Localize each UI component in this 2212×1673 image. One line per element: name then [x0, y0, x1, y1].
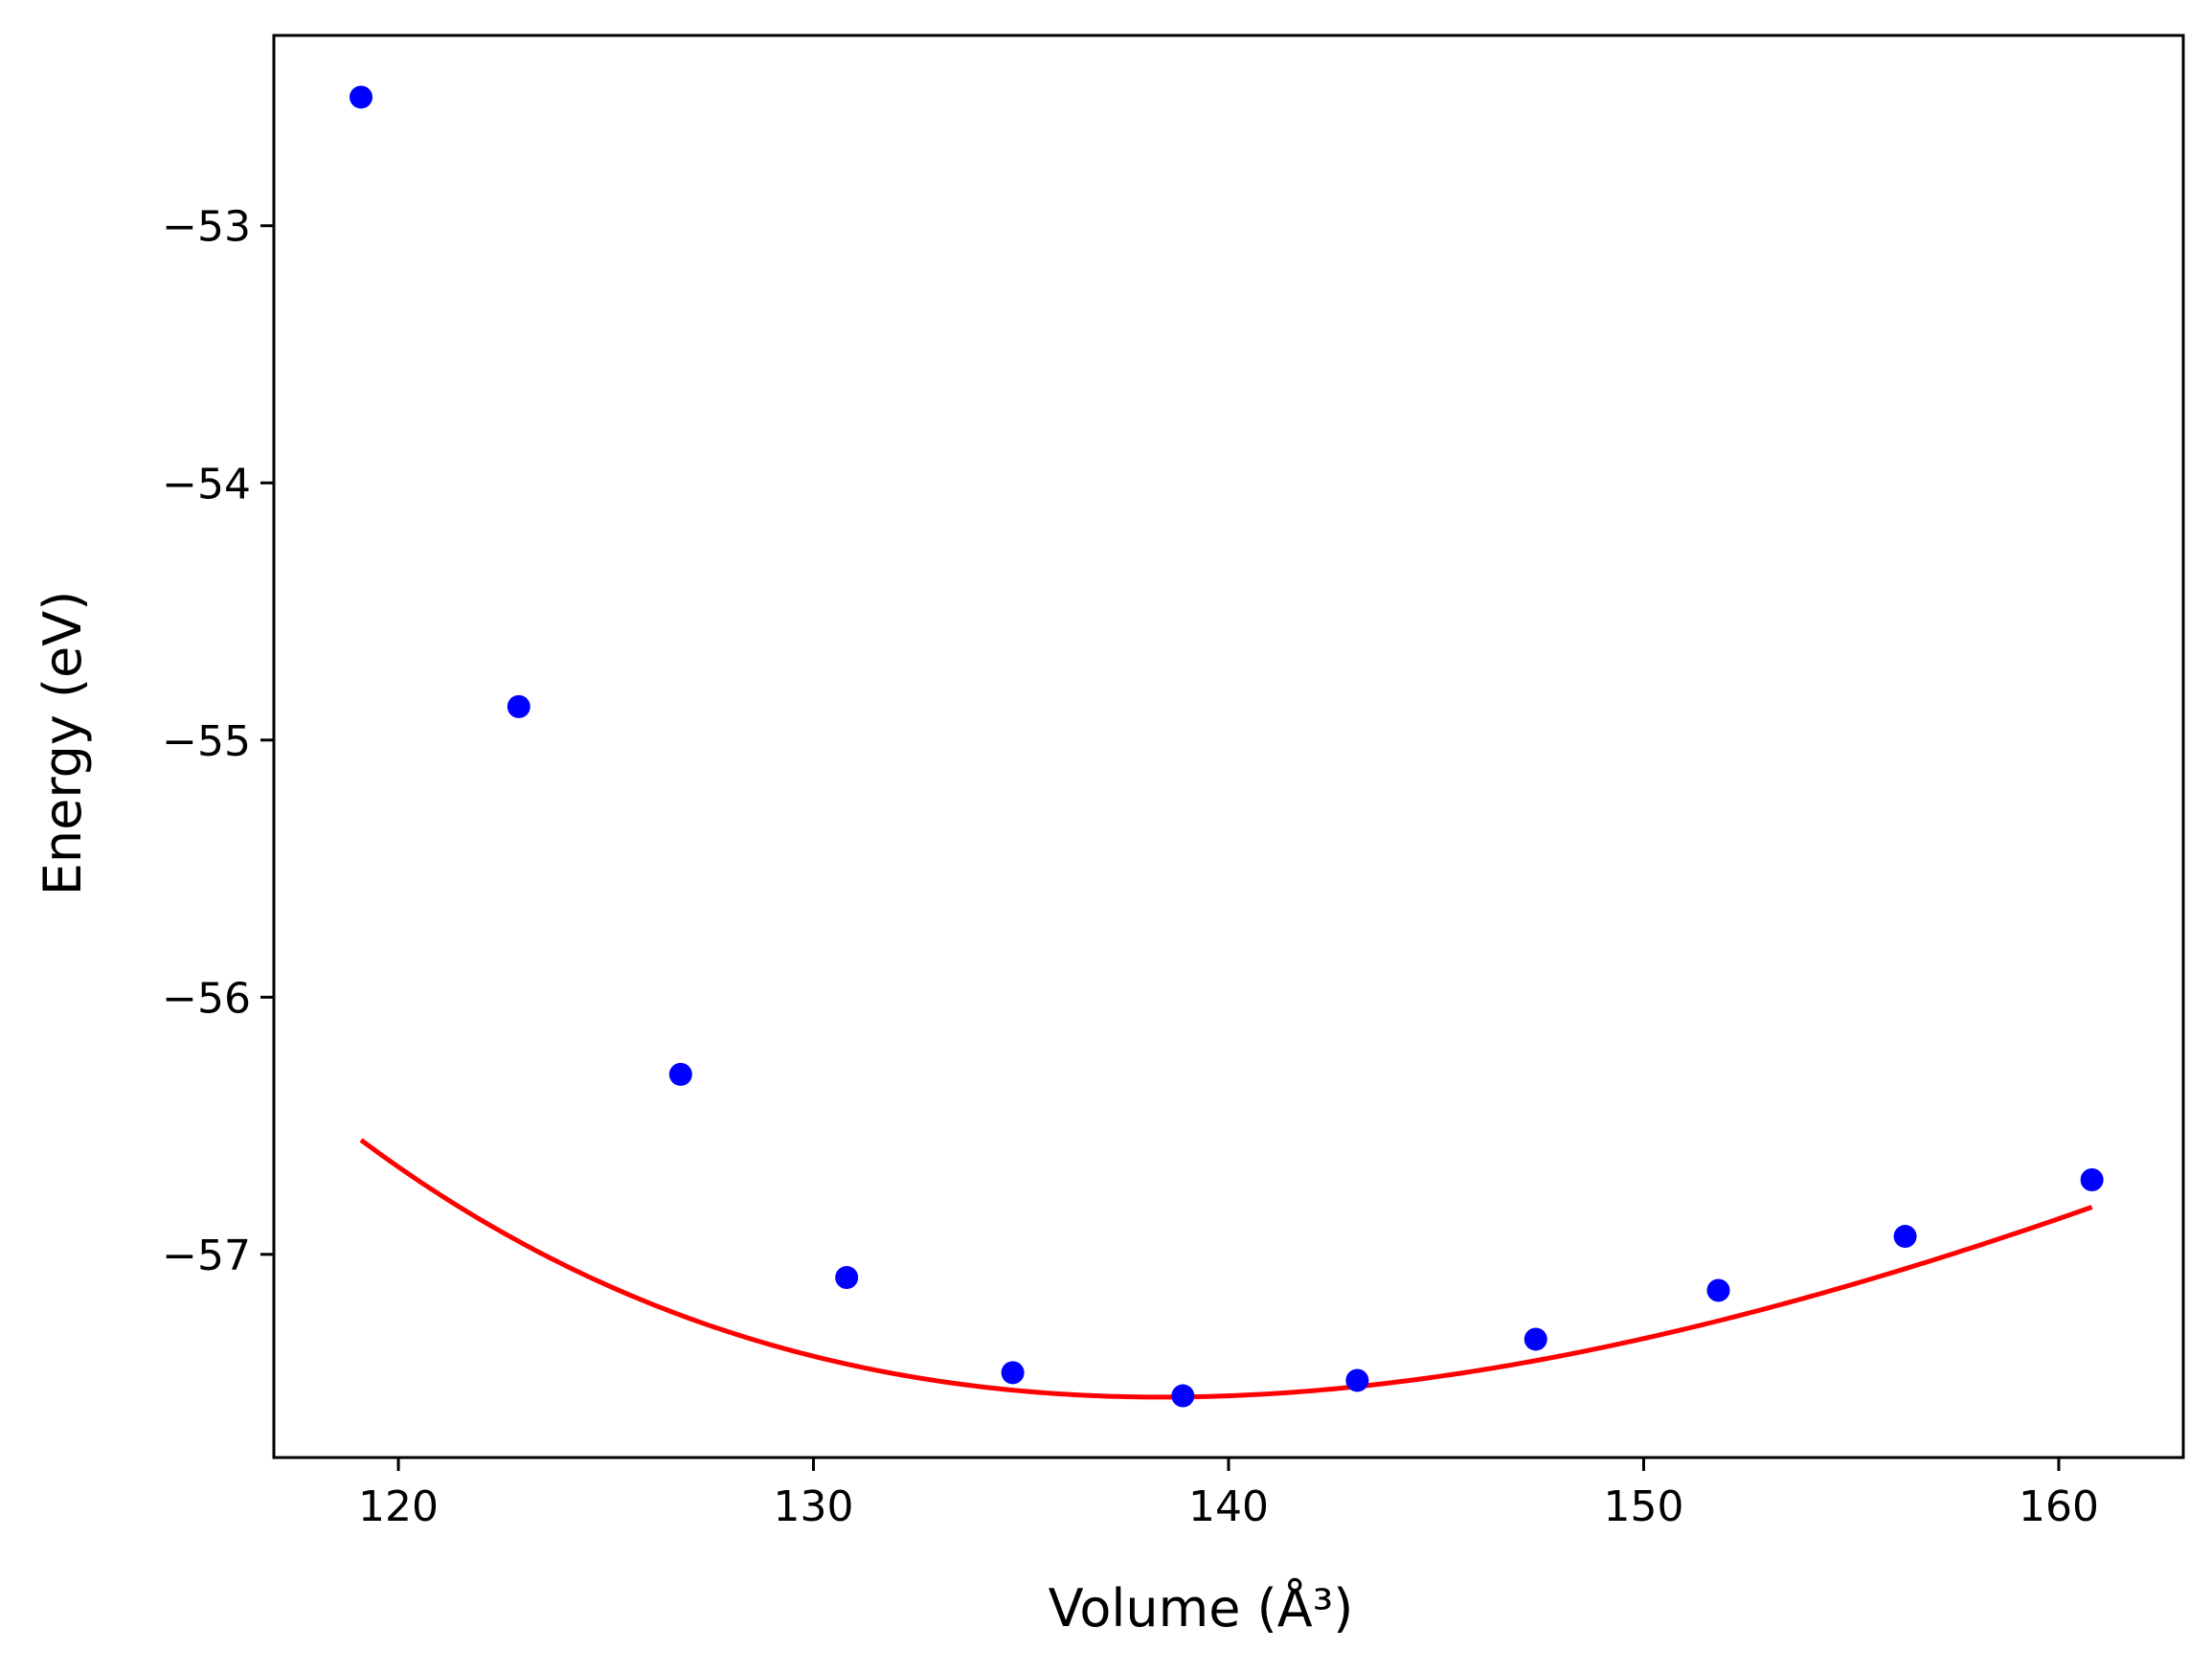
- data-point: [1706, 1278, 1730, 1302]
- y-tick-label: −56: [162, 974, 251, 1023]
- data-point: [835, 1266, 859, 1290]
- data-point: [507, 694, 530, 718]
- data-point: [1171, 1384, 1195, 1408]
- y-tick-label: −53: [162, 203, 251, 252]
- data-point: [1524, 1327, 1547, 1351]
- data-point: [1001, 1361, 1025, 1385]
- plot-frame: [272, 34, 2185, 1459]
- data-point: [668, 1062, 692, 1086]
- x-tick-label: 160: [2019, 1482, 2099, 1531]
- x-axis-ticks: 120 130 140 150 160: [358, 1458, 2099, 1531]
- data-point: [2080, 1167, 2104, 1191]
- x-axis-label: Volume (Å³): [1049, 1577, 1354, 1639]
- data-points: [350, 85, 2104, 1408]
- data-point: [350, 85, 373, 109]
- y-axis-ticks: −57 −56 −55 −54 −53: [162, 203, 274, 1280]
- y-tick-label: −54: [162, 460, 251, 509]
- data-point: [1893, 1225, 1917, 1249]
- x-tick-label: 120: [358, 1482, 439, 1531]
- x-tick-label: 130: [774, 1482, 854, 1531]
- data-point: [1345, 1368, 1369, 1392]
- x-tick-label: 150: [1603, 1482, 1683, 1531]
- fit-curve-line: [359, 1138, 2093, 1400]
- y-tick-label: −55: [162, 717, 251, 766]
- y-tick-label: −57: [162, 1232, 251, 1280]
- y-axis-label: Energy (eV): [33, 591, 93, 896]
- x-tick-label: 140: [1188, 1482, 1269, 1531]
